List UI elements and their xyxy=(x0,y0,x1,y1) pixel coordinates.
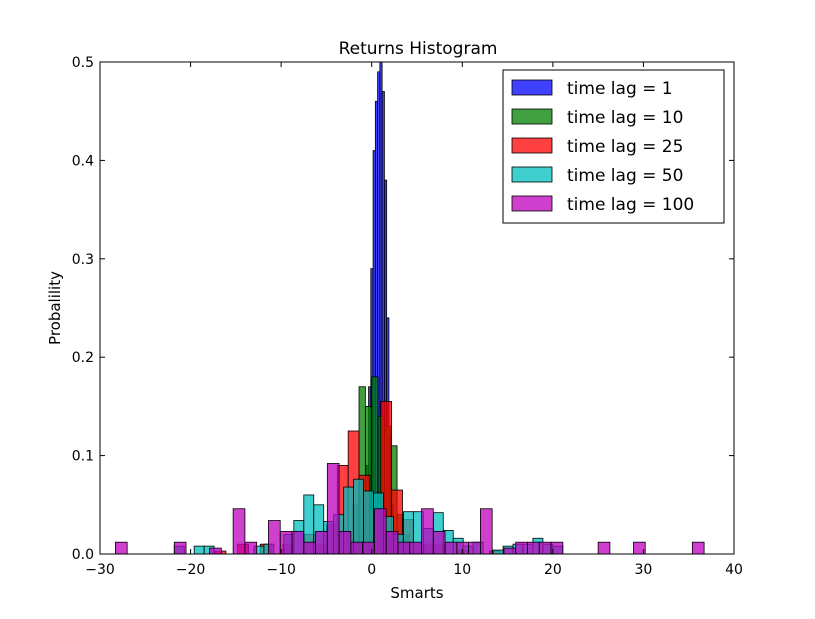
histogram-bar xyxy=(315,530,328,555)
x-tick-label: 0 xyxy=(367,562,376,578)
histogram-bar xyxy=(232,508,246,555)
x-tick-label: 30 xyxy=(635,562,653,578)
y-tick-label: 0.2 xyxy=(72,350,94,366)
x-tick-label: −30 xyxy=(85,562,115,578)
x-tick-label: −20 xyxy=(176,562,206,578)
legend-label: time lag = 10 xyxy=(567,108,683,128)
histogram-bar xyxy=(326,463,340,555)
histogram-bar xyxy=(538,541,552,555)
histogram-bar xyxy=(374,508,387,555)
chart-title: Returns Histogram xyxy=(339,39,498,59)
y-tick-label: 0.1 xyxy=(72,449,94,465)
x-tick-label: 20 xyxy=(544,562,562,578)
axis-ticks: −30 −20 −10 0 10 20 30 40 0.0 0.1 0.2 0.3 0.4 0.5 xyxy=(72,55,743,578)
x-tick-label: 40 xyxy=(725,562,743,578)
legend-label: time lag = 1 xyxy=(567,79,673,99)
y-tick-label: 0.5 xyxy=(72,55,94,71)
histogram-bar xyxy=(468,541,481,555)
y-axis-label: Probalility xyxy=(46,271,64,345)
legend-label: time lag = 100 xyxy=(567,195,694,215)
x-tick-label: 10 xyxy=(453,562,471,578)
histogram-bar xyxy=(503,547,517,555)
y-tick-label: 0.0 xyxy=(72,547,94,563)
histogram-bar xyxy=(303,541,316,555)
histogram-bar xyxy=(173,541,187,555)
legend-label: time lag = 50 xyxy=(567,166,683,186)
histogram-bar xyxy=(527,541,540,555)
legend-swatch xyxy=(511,79,553,96)
histogram-bar xyxy=(444,541,458,555)
y-tick-label: 0.3 xyxy=(72,252,94,268)
legend-swatch xyxy=(511,166,553,183)
histogram-bar xyxy=(479,508,493,555)
histogram-bar xyxy=(268,520,281,555)
histogram-bar xyxy=(432,530,446,555)
histogram-bar xyxy=(291,530,305,555)
histogram-bar xyxy=(350,541,364,555)
histogram-bar xyxy=(338,530,352,555)
x-tick-label: −10 xyxy=(266,562,296,578)
histogram-bar xyxy=(597,541,611,555)
plot-frame xyxy=(99,61,735,555)
legend-swatch xyxy=(511,137,553,154)
legend: time lag = 1 time lag = 10 time lag = 25 ti… xyxy=(502,69,725,224)
legend-swatch xyxy=(511,195,553,212)
legend-swatch xyxy=(511,108,553,125)
histogram-bar xyxy=(385,530,399,555)
legend-label: time lag = 25 xyxy=(567,137,683,157)
x-axis-label: Smarts xyxy=(390,584,443,602)
histogram-bar xyxy=(421,508,434,555)
histogram-bar xyxy=(279,530,293,555)
histogram-bar xyxy=(409,541,422,555)
histogram-bar xyxy=(362,541,375,555)
histogram-bar xyxy=(244,541,258,555)
histogram-bar xyxy=(515,541,528,555)
histogram-bar xyxy=(397,541,411,555)
histogram-bar xyxy=(115,541,128,555)
histogram-bar xyxy=(209,547,222,555)
histogram-bar xyxy=(193,545,205,555)
histogram-bar xyxy=(691,541,705,555)
histogram-bar xyxy=(492,549,504,555)
y-tick-label: 0.4 xyxy=(72,153,94,169)
